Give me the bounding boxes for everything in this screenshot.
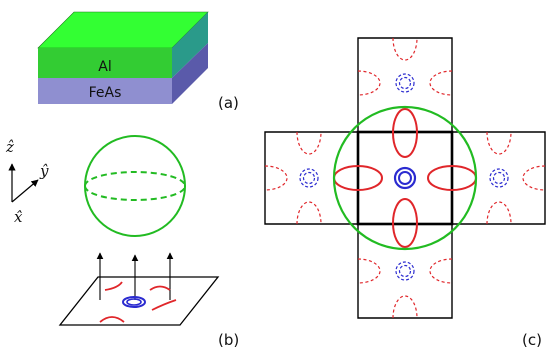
electron-pockets-central bbox=[333, 108, 477, 248]
top-cell-pocket-top bbox=[392, 37, 418, 61]
left-cell-pocket-top bbox=[296, 131, 322, 155]
top-cell-pocket-right bbox=[429, 70, 453, 96]
bz-plane-outline bbox=[58, 276, 220, 326]
bilayer-slab: Al FeAs bbox=[37, 11, 209, 104]
electron-pocket-top bbox=[392, 108, 418, 158]
sphere-equator-front bbox=[84, 185, 186, 201]
sphere-equator-back bbox=[84, 171, 186, 187]
right-cell-pocket-bottom bbox=[486, 201, 512, 225]
center-hole-pocket-inner bbox=[398, 171, 412, 185]
right-hole-pocket-outer bbox=[489, 168, 509, 188]
center-hole-pocket-outer bbox=[393, 166, 417, 190]
x-axis-label: x̂ bbox=[14, 208, 23, 226]
al-fermi-sphere-3d bbox=[84, 135, 186, 237]
feas-side-face bbox=[172, 43, 208, 104]
right-hole-pocket-inner bbox=[492, 171, 506, 185]
plane-electron-pocket-2 bbox=[149, 285, 171, 291]
left-cell-pocket-left bbox=[264, 165, 288, 191]
sphere-outline bbox=[84, 135, 186, 237]
plane-electron-pocket-4 bbox=[151, 299, 177, 311]
left-cell-pocket-bottom bbox=[296, 201, 322, 225]
bottom-hole-pocket-inner bbox=[398, 264, 412, 278]
right-cell-pocket-top bbox=[486, 131, 512, 155]
electron-pockets-outer bbox=[264, 37, 546, 319]
z-axis-label: ẑ bbox=[5, 138, 14, 156]
panel-label-b: (b) bbox=[218, 331, 239, 349]
cross-outline bbox=[264, 37, 546, 319]
bottom-cell-pocket-right bbox=[429, 258, 453, 284]
feas-layer-label: FeAs bbox=[89, 85, 122, 101]
bottom-cell-pocket-bottom bbox=[392, 295, 418, 319]
plane-electron-pocket-3 bbox=[99, 316, 125, 323]
panel-label-c: (c) bbox=[522, 331, 542, 349]
top-hole-pocket-inner bbox=[398, 76, 412, 90]
top-cell-pocket-left bbox=[357, 70, 381, 96]
coordinate-axes: ẑ ŷ x̂ bbox=[5, 138, 49, 226]
y-axis-arrow bbox=[11, 179, 39, 203]
brillouin-zone-plane bbox=[58, 276, 220, 326]
hole-pockets bbox=[299, 73, 509, 281]
bottom-hole-pocket-outer bbox=[395, 261, 415, 281]
al-front-face bbox=[38, 48, 172, 78]
left-hole-pocket-outer bbox=[299, 168, 319, 188]
al-layer-label: Al bbox=[98, 59, 111, 75]
central-zone-square bbox=[356, 130, 454, 226]
right-cell-pocket-right bbox=[522, 165, 546, 191]
bottom-cell-pocket-left bbox=[357, 258, 381, 284]
extended-zone-cross bbox=[264, 37, 546, 319]
al-fermi-circle bbox=[332, 105, 478, 251]
panel-label-a: (a) bbox=[218, 94, 239, 112]
left-hole-pocket-inner bbox=[302, 171, 316, 185]
al-side-face bbox=[172, 12, 208, 78]
plane-hole-pocket-inner bbox=[126, 298, 142, 306]
feas-front-face bbox=[38, 78, 172, 104]
y-axis-label: ŷ bbox=[39, 162, 49, 180]
top-hole-pocket-outer bbox=[395, 73, 415, 93]
plane-electron-pocket-1 bbox=[104, 281, 123, 291]
electron-pocket-bottom bbox=[392, 198, 418, 248]
plane-hole-pocket-outer bbox=[122, 296, 146, 308]
